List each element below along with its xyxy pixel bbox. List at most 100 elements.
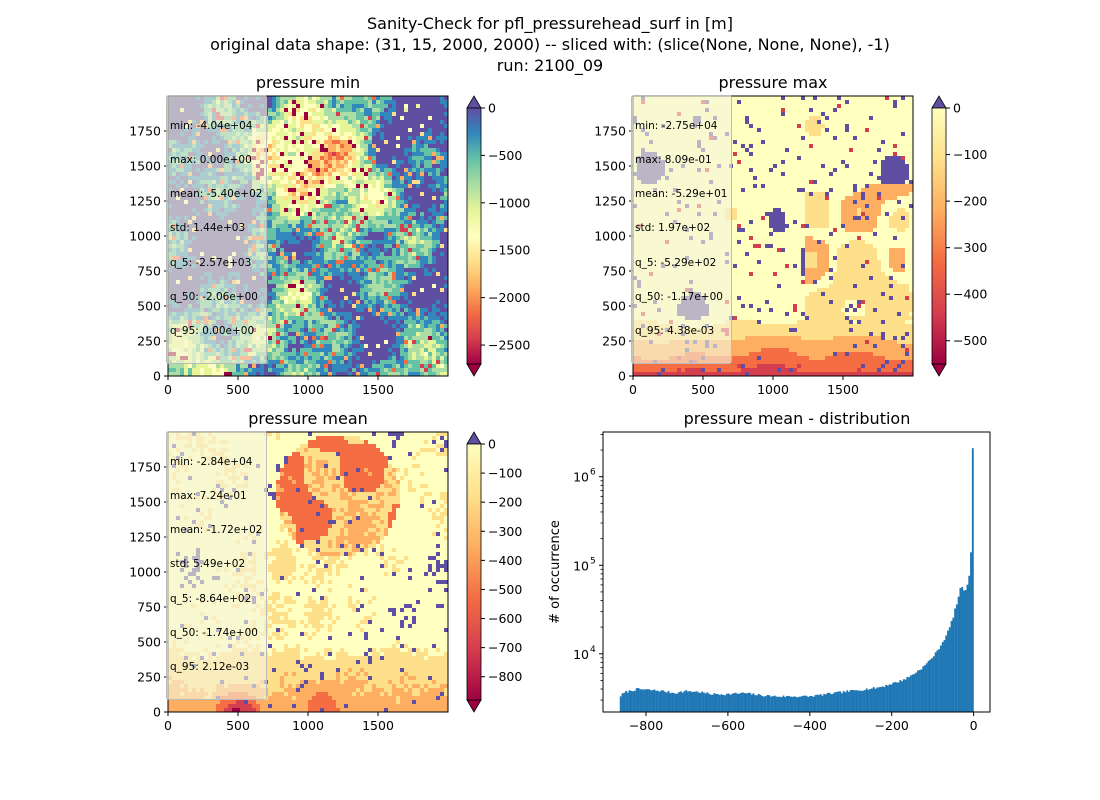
heatmap-cell <box>304 304 309 309</box>
heatmap-cell <box>416 152 421 157</box>
heatmap-cell <box>376 336 381 341</box>
heatmap-cell <box>324 208 329 213</box>
heatmap-cell <box>292 312 297 317</box>
heatmap-cell <box>288 328 293 333</box>
heatmap-cell <box>360 208 365 213</box>
heatmap-cell <box>436 104 441 109</box>
heatmap-cell <box>444 152 449 157</box>
heatmap-cell <box>404 108 409 113</box>
colorbar-tick-label: −2000 <box>488 290 530 305</box>
heatmap-cell <box>368 140 373 145</box>
heatmap-cell <box>300 116 305 121</box>
heatmap-cell <box>296 244 301 249</box>
heatmap-cell <box>416 284 421 289</box>
heatmap-cell <box>268 248 273 253</box>
heatmap-cell <box>324 168 329 173</box>
heatmap-cell <box>432 112 437 117</box>
heatmap-cell <box>364 120 369 125</box>
heatmap-cell <box>392 192 397 197</box>
heatmap-cell <box>384 260 389 265</box>
heatmap-cell <box>428 140 433 145</box>
heatmap-cell <box>284 240 289 245</box>
heatmap-cell <box>272 324 277 329</box>
heatmap-cell <box>300 356 305 361</box>
heatmap-cell <box>356 364 361 369</box>
heatmap-cell <box>416 192 421 197</box>
heatmap-cell <box>364 148 369 153</box>
heatmap-cell <box>304 196 309 201</box>
heatmap-cell <box>280 200 285 205</box>
heatmap-cell <box>280 204 285 209</box>
heatmap-cell <box>424 152 429 157</box>
heatmap-cell <box>352 368 357 373</box>
heatmap-cell <box>224 364 229 369</box>
heatmap-cell <box>368 224 373 229</box>
heatmap-cell <box>304 276 309 281</box>
heatmap-cell <box>344 128 349 133</box>
heatmap-cell <box>416 140 421 145</box>
heatmap-cell <box>364 352 369 357</box>
heatmap-cell <box>324 244 329 249</box>
heatmap-cell <box>380 288 385 293</box>
heatmap-cell <box>224 368 229 373</box>
heatmap-cell <box>404 212 409 217</box>
heatmap-cell <box>408 240 413 245</box>
heatmap-cell <box>340 160 345 165</box>
heatmap-cell <box>440 340 445 345</box>
heatmap-cell <box>356 132 361 137</box>
heatmap-cell <box>344 144 349 149</box>
heatmap-cell <box>408 304 413 309</box>
heatmap-cell <box>428 368 433 373</box>
heatmap-cell <box>372 208 377 213</box>
heatmap-cell <box>432 364 437 369</box>
heatmap-cell <box>388 220 393 225</box>
heatmap-cell <box>324 324 329 329</box>
heatmap-cell <box>336 332 341 337</box>
heatmap-cell <box>412 168 417 173</box>
heatmap-cell <box>292 308 297 313</box>
heatmap-cell <box>436 244 441 249</box>
heatmap-cell <box>436 312 441 317</box>
heatmap-cell <box>268 112 273 117</box>
heatmap-cell <box>436 260 441 265</box>
heatmap-cell <box>400 228 405 233</box>
heatmap-cell <box>324 160 329 165</box>
heatmap-cell <box>300 168 305 173</box>
heatmap-cell <box>368 296 373 301</box>
heatmap-cell <box>332 164 337 169</box>
heatmap-cell <box>444 100 449 105</box>
heatmap-cell <box>320 320 325 325</box>
heatmap-cell <box>272 204 277 209</box>
heatmap-cell <box>280 128 285 133</box>
heatmap-cell <box>308 356 313 361</box>
heatmap-cell <box>316 280 321 285</box>
heatmap-cell <box>312 244 317 249</box>
heatmap-cell <box>368 268 373 273</box>
heatmap-cell <box>432 340 437 345</box>
heatmap-cell <box>444 140 449 145</box>
heatmap-cell <box>320 288 325 293</box>
heatmap-cell <box>344 316 349 321</box>
heatmap-cell <box>400 240 405 245</box>
heatmap-cell <box>741 96 746 101</box>
heatmap-cell <box>396 336 401 341</box>
heatmap-cell <box>400 164 405 169</box>
heatmap-cell <box>364 164 369 169</box>
heatmap-cell <box>356 248 361 253</box>
heatmap-cell <box>308 172 313 177</box>
heatmap-cell <box>312 132 317 137</box>
heatmap-cell <box>376 236 381 241</box>
heatmap-cell <box>316 324 321 329</box>
heatmap-cell <box>344 232 349 237</box>
heatmap-cell <box>420 328 425 333</box>
heatmap-cell <box>332 172 337 177</box>
heatmap-cell <box>300 288 305 293</box>
heatmap-cell <box>436 276 441 281</box>
heatmap-cell <box>312 308 317 313</box>
heatmap-cell <box>280 300 285 305</box>
heatmap-cell <box>296 140 301 145</box>
heatmap-cell <box>420 316 425 321</box>
heatmap-cell <box>364 152 369 157</box>
heatmap-cell <box>280 272 285 277</box>
heatmap-cell <box>436 204 441 209</box>
